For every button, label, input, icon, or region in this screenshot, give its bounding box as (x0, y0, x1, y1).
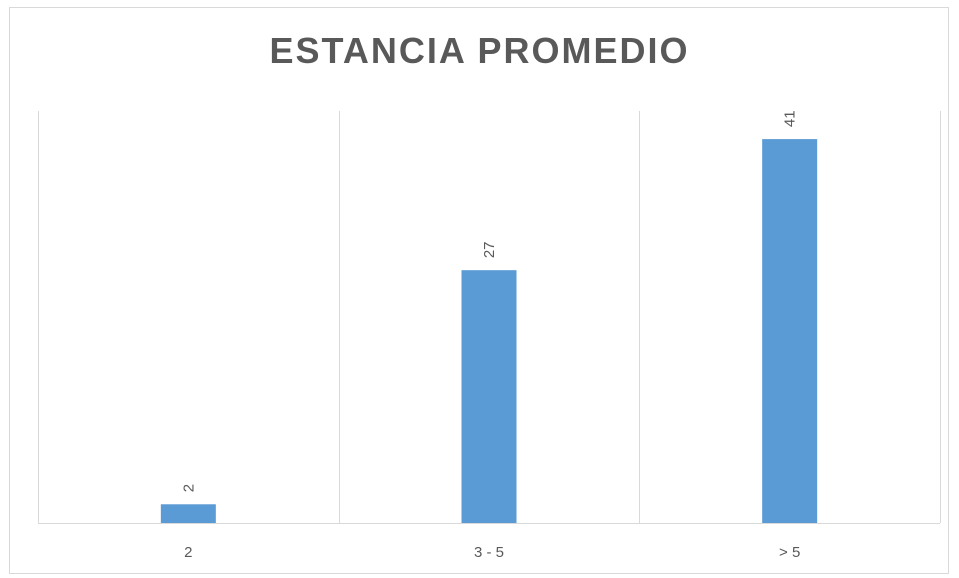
chart-title: ESTANCIA PROMEDIO (269, 30, 690, 71)
data-label: 2 (180, 484, 197, 492)
bar (762, 139, 818, 523)
x-tick-label: 2 (184, 544, 192, 561)
x-tick-label: > 5 (779, 544, 800, 561)
bar (160, 504, 216, 523)
bar (461, 270, 517, 523)
data-label: 41 (782, 110, 799, 127)
x-tick-label: 3 - 5 (474, 544, 504, 561)
data-label: 27 (481, 241, 498, 258)
